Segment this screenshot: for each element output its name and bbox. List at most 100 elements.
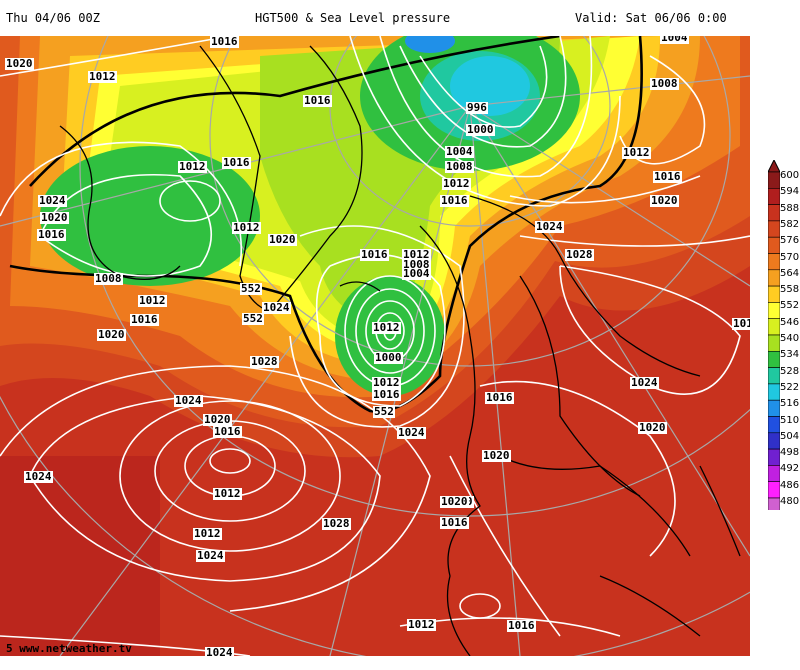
isobar-label: 1020 [638, 421, 667, 434]
isobar-label: 1008 [445, 160, 474, 173]
field-594 [0, 456, 160, 656]
coastlines [59, 45, 741, 656]
isobar-label: 1024 [38, 194, 67, 207]
isobar-label: 552 [240, 282, 262, 295]
isobar-label: 1012 [622, 146, 651, 159]
scale-swatch [768, 351, 780, 368]
isobar-label: 1016 [507, 619, 536, 632]
scale-tick-label: 480 [780, 496, 800, 507]
scale-swatch [768, 236, 780, 254]
isobar-label: 1020 [203, 413, 232, 426]
map-header: Thu 04/06 00Z HGT500 & Sea Level pressur… [0, 0, 800, 36]
scale-tick-label: 486 [780, 479, 800, 491]
isobar-label: 1028 [250, 355, 279, 368]
scale-tick-label: 492 [780, 463, 800, 475]
color-scale-bar [768, 160, 780, 510]
scale-swatch [768, 253, 780, 271]
isobar-label: 1016 [213, 425, 242, 438]
isobar-label: 552 [242, 312, 264, 325]
isobar-label: 1004 [660, 36, 689, 44]
isobar-label: 1016 [130, 313, 159, 326]
isobar-label: 1016 [372, 388, 401, 401]
color-scale: 600 594 588 582 576 570 564 558 552 546 540 534 528 5… [768, 160, 800, 510]
isobar-label: 1016 [440, 516, 469, 529]
isobar-label: 1028 [322, 517, 351, 530]
isobar-label: 1000 [466, 123, 495, 136]
scale-swatch [768, 432, 780, 450]
scale-tick-label: 570 [780, 251, 800, 263]
isobar-label: 1012 [138, 294, 167, 307]
scale-tick-label: 516 [780, 398, 800, 410]
isobar-label: 1024 [174, 394, 203, 407]
scale-tick-label: 576 [780, 235, 800, 247]
scale-tick-label: 546 [780, 316, 800, 328]
isobar-label: 1016 [210, 36, 239, 48]
isobar-label: 996 [466, 101, 488, 114]
isobar-label: 1004 [445, 145, 474, 158]
isobar-label: 1000 [374, 351, 403, 364]
scale-swatch [768, 220, 780, 238]
isobar-label: 1016 [222, 156, 251, 169]
isobar-label: 1024 [24, 470, 53, 483]
isobar-label: 1008 [650, 77, 679, 90]
scale-swatch [768, 416, 780, 434]
model-run-label: Thu 04/06 00Z [6, 11, 100, 25]
scale-tick-label: 504 [780, 430, 800, 442]
scale-swatch [768, 334, 780, 352]
scale-swatch [768, 269, 780, 287]
isobar-label: 1016 [485, 391, 514, 404]
isobar-label: 1024 [397, 426, 426, 439]
scale-tick-label: 564 [780, 267, 800, 279]
isobar-label: 1028 [565, 248, 594, 261]
scale-tick-label: 600 [780, 170, 800, 181]
scale-swatch [768, 383, 780, 401]
isobar-label: 1024 [205, 647, 234, 656]
scale-tick-label: 540 [780, 333, 800, 344]
map-field-svg [0, 36, 750, 656]
isobar-label: 1016 [37, 228, 66, 241]
isobar-label: 1024 [262, 301, 291, 314]
isobar-label: 1008 [94, 272, 123, 285]
scale-tick-label: 510 [780, 414, 800, 426]
scale-swatch [768, 497, 780, 510]
scale-swatch [768, 448, 780, 466]
isobar-label: 1016 [360, 248, 389, 261]
isobar-label: 552 [373, 405, 395, 418]
scale-swatch [768, 187, 780, 205]
isobar-label: 1012 [372, 376, 401, 389]
isobar-label: 1016 [440, 194, 469, 207]
isobar-label: 1020 [268, 233, 297, 246]
isobar-label: 1004 [402, 267, 431, 280]
source-credit: 5 www.netweather.tv [6, 642, 132, 655]
scale-tick-label: 552 [780, 300, 800, 312]
map-title: HGT500 & Sea Level pressure [255, 11, 451, 25]
isobar-label: 1020 [650, 194, 679, 207]
scale-swatch [768, 465, 780, 482]
isobar-label: 1024 [196, 549, 225, 562]
isobar-label: 1012 [178, 160, 207, 173]
scale-swatch [768, 367, 780, 385]
scale-tick-label: 528 [780, 365, 800, 377]
scale-tick-label: 522 [780, 381, 800, 393]
isobar-label: 101 [732, 318, 750, 330]
isobar-label: 1024 [630, 376, 659, 389]
scale-swatch [768, 302, 780, 319]
scale-tick-label: 588 [780, 202, 800, 214]
isobar-label: 1020 [440, 495, 469, 508]
scale-top-arrow [768, 160, 780, 173]
field-522 [450, 56, 530, 116]
field-516 [405, 36, 455, 53]
isobar-label: 1012 [232, 221, 261, 234]
scale-swatch [768, 204, 780, 222]
scale-tick-label: 594 [780, 186, 800, 198]
scale-tick-label: 534 [780, 349, 800, 361]
scale-swatch [768, 318, 780, 336]
isobar-label: 1020 [5, 57, 34, 70]
weather-map: 1016 1020 1012 1008 1004 1016 1016 1012 … [0, 36, 750, 656]
field-534-west [40, 146, 260, 286]
valid-time-label: Valid: Sat 06/06 0:00 [575, 11, 727, 25]
isobar-label: 1012 [213, 487, 242, 500]
isobar-label: 1020 [40, 211, 69, 224]
isobar-label: 1020 [97, 328, 126, 341]
isobar-label: 1016 [303, 94, 332, 107]
